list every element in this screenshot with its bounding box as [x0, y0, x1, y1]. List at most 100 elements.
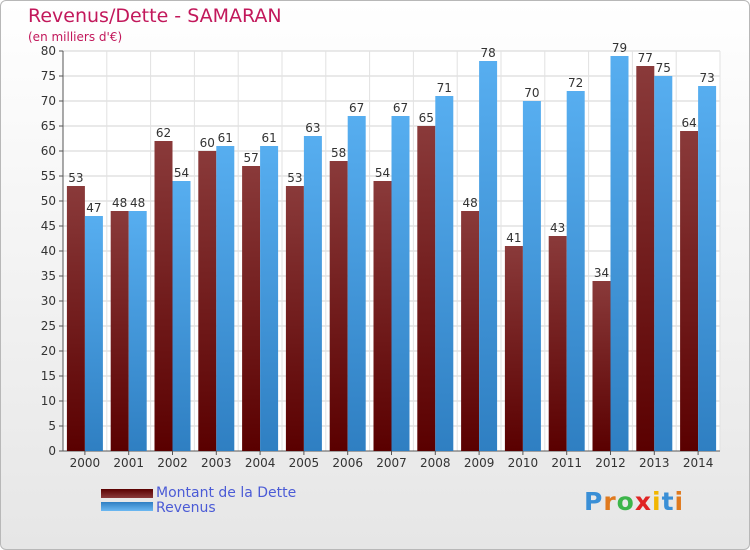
- revenue-value-label: 67: [393, 101, 408, 115]
- y-tick-label: 70: [41, 94, 56, 108]
- debt-bar: [285, 186, 304, 451]
- debt-bar: [373, 181, 392, 451]
- x-tick-label: 2007: [376, 456, 407, 470]
- revenue-bar: [391, 116, 410, 451]
- y-tick-label: 75: [41, 69, 56, 83]
- proxiti-logo: Proxiti: [584, 487, 684, 516]
- legend-label-debt: Montant de la Dette: [156, 485, 297, 501]
- x-tick-label: 2008: [420, 456, 451, 470]
- debt-value-label: 48: [462, 196, 477, 210]
- debt-value-label: 65: [419, 111, 434, 125]
- revenue-value-label: 75: [656, 61, 671, 75]
- debt-value-label: 41: [506, 231, 521, 245]
- revenue-value-label: 79: [612, 41, 627, 55]
- y-tick-label: 65: [41, 119, 56, 133]
- x-tick-label: 2011: [551, 456, 582, 470]
- legend-swatch-debt: [101, 489, 153, 498]
- chart-title: Revenus/Dette - SAMARAN: [28, 5, 282, 27]
- revenue-bar: [216, 146, 235, 451]
- debt-value-label: 64: [681, 116, 696, 130]
- debt-bar: [461, 211, 480, 451]
- revenue-value-label: 73: [699, 71, 714, 85]
- y-tick-label: 80: [41, 44, 56, 58]
- debt-value-label: 77: [638, 51, 653, 65]
- revenue-value-label: 78: [480, 46, 495, 60]
- debt-bar: [198, 151, 217, 451]
- revenue-value-label: 70: [524, 86, 539, 100]
- logo-letter: i: [674, 487, 685, 516]
- logo-letter: P: [584, 487, 604, 516]
- revenue-bar: [172, 181, 191, 451]
- x-tick-label: 2004: [245, 456, 276, 470]
- revenue-bar: [654, 76, 673, 451]
- debt-value-label: 43: [550, 221, 565, 235]
- x-tick-label: 2014: [683, 456, 714, 470]
- debt-value-label: 53: [68, 171, 83, 185]
- logo-letter: r: [603, 487, 617, 516]
- chart-subtitle: (en milliers d'€): [28, 30, 123, 44]
- debt-value-label: 34: [594, 266, 609, 280]
- logo-letter: o: [616, 487, 635, 516]
- legend-swatch-revenue: [101, 502, 153, 511]
- x-tick-label: 2006: [332, 456, 363, 470]
- y-tick-label: 15: [41, 369, 56, 383]
- debt-value-label: 54: [375, 166, 390, 180]
- debt-bar: [548, 236, 567, 451]
- logo-letter: t: [661, 487, 675, 516]
- x-tick-label: 2002: [157, 456, 188, 470]
- revenue-bar: [347, 116, 366, 451]
- revenue-value-label: 54: [174, 166, 189, 180]
- x-tick-label: 2009: [464, 456, 495, 470]
- revenue-bar: [84, 216, 103, 451]
- revenue-bar: [566, 91, 585, 451]
- debt-bar: [154, 141, 173, 451]
- x-tick-label: 2000: [70, 456, 101, 470]
- y-tick-label: 20: [41, 344, 56, 358]
- debt-bar: [592, 281, 611, 451]
- y-tick-label: 40: [41, 244, 56, 258]
- revenue-value-label: 47: [86, 201, 101, 215]
- revenue-bar: [303, 136, 322, 451]
- revenue-bar: [435, 96, 454, 451]
- revenue-bar: [128, 211, 147, 451]
- x-tick-label: 2013: [639, 456, 670, 470]
- debt-bar: [636, 66, 655, 451]
- legend-label-revenue: Revenus: [156, 500, 216, 516]
- debt-value-label: 58: [331, 146, 346, 160]
- x-tick-label: 2001: [113, 456, 144, 470]
- y-tick-label: 5: [48, 419, 56, 433]
- debt-value-label: 53: [287, 171, 302, 185]
- logo-letter: x: [634, 487, 652, 516]
- revenue-bar: [479, 61, 498, 451]
- x-tick-label: 2012: [595, 456, 626, 470]
- revenue-value-label: 72: [568, 76, 583, 90]
- debt-value-label: 57: [243, 151, 258, 165]
- debt-bar: [242, 166, 261, 451]
- logo-letter: i: [652, 487, 662, 516]
- debt-bar: [329, 161, 348, 451]
- debt-value-label: 60: [200, 136, 215, 150]
- revenue-value-label: 61: [218, 131, 233, 145]
- y-tick-label: 10: [41, 394, 56, 408]
- x-tick-label: 2005: [289, 456, 320, 470]
- y-tick-label: 55: [41, 169, 56, 183]
- debt-bar: [417, 126, 436, 451]
- revenue-value-label: 67: [349, 101, 364, 115]
- revenue-value-label: 63: [305, 121, 320, 135]
- y-tick-label: 35: [41, 269, 56, 283]
- x-tick-label: 2010: [508, 456, 539, 470]
- debt-value-label: 62: [156, 126, 171, 140]
- y-tick-label: 25: [41, 319, 56, 333]
- debt-bar: [680, 131, 699, 451]
- y-tick-label: 45: [41, 219, 56, 233]
- revenue-bar: [698, 86, 717, 451]
- x-tick-label: 2003: [201, 456, 232, 470]
- revenue-bar: [260, 146, 279, 451]
- revenue-value-label: 48: [130, 196, 145, 210]
- revenue-value-label: 71: [437, 81, 452, 95]
- y-tick-label: 60: [41, 144, 56, 158]
- debt-bar: [504, 246, 523, 451]
- revenue-value-label: 61: [261, 131, 276, 145]
